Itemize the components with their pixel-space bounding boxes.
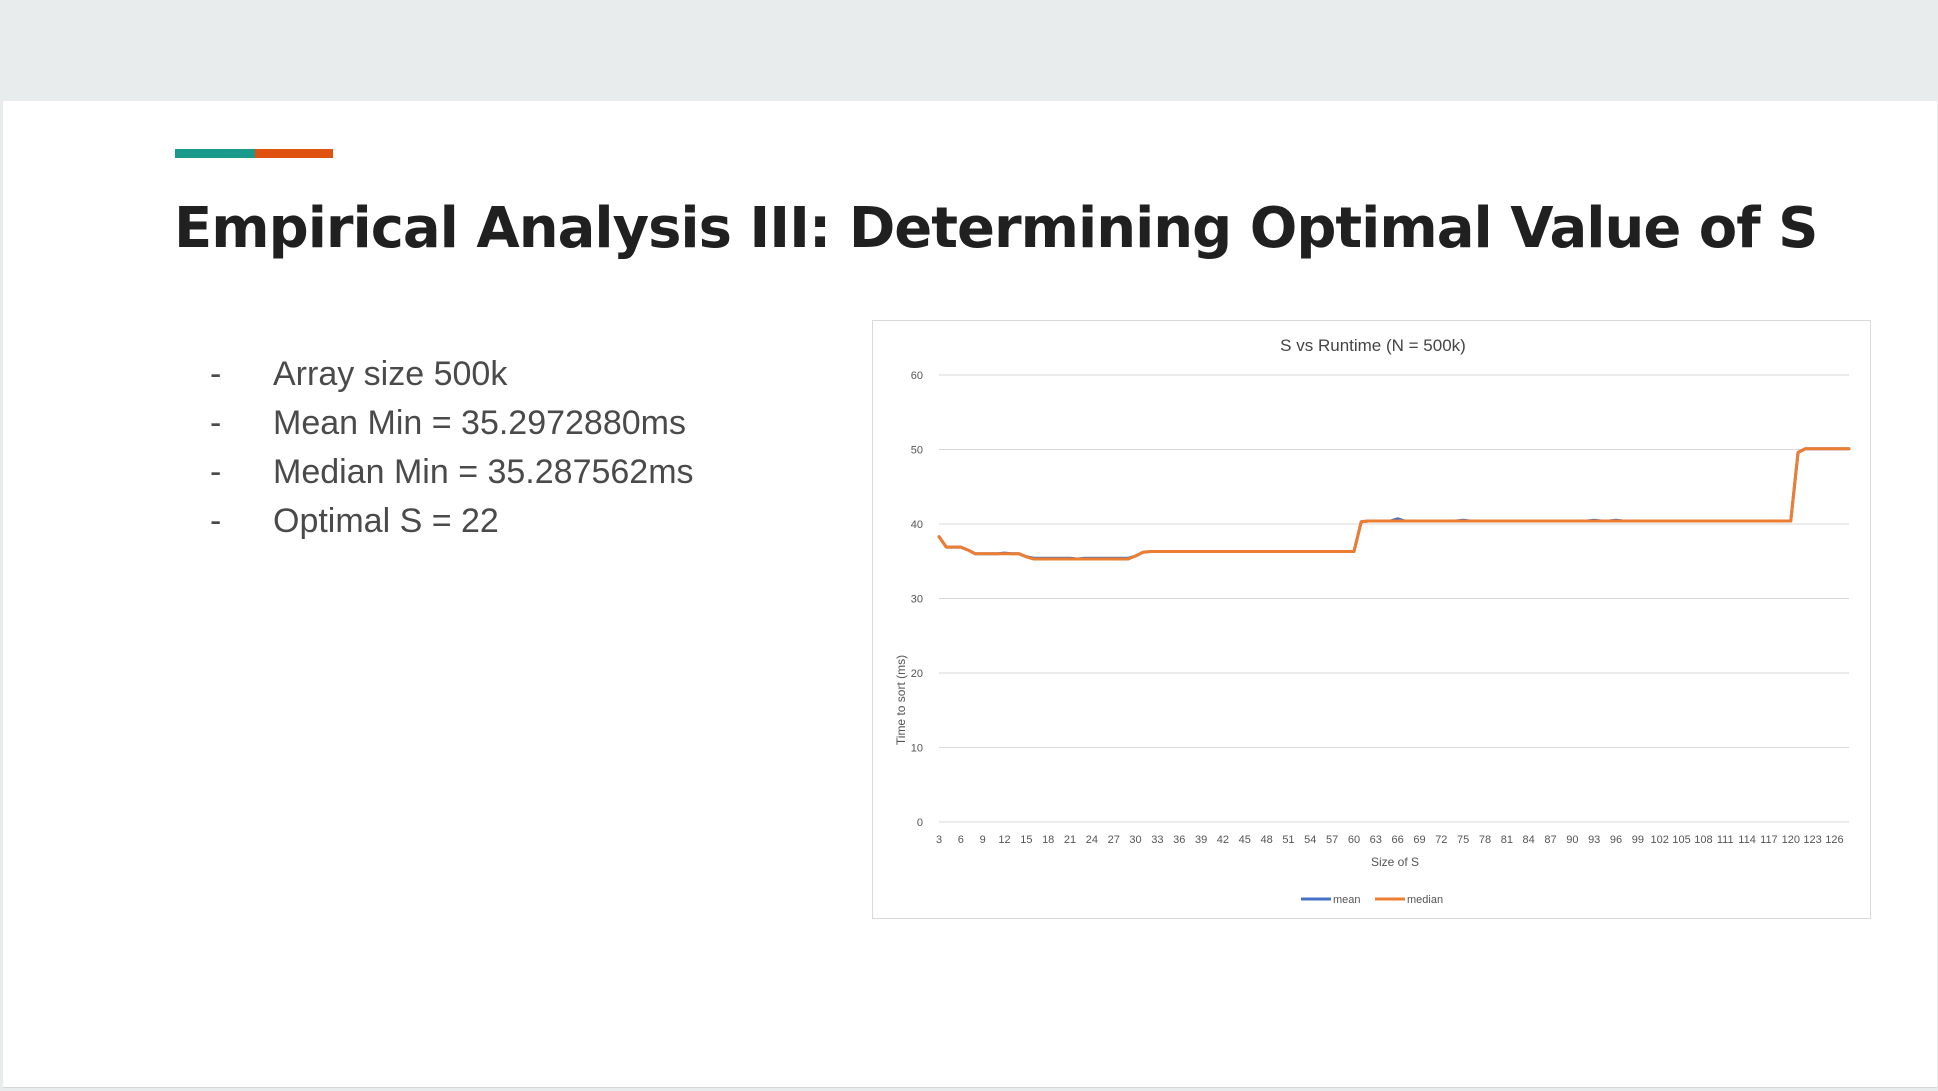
x-tick-label: 9 [980,834,986,846]
x-tick-label: 21 [1064,834,1076,846]
bullet-item: - Median Min = 35.287562ms [210,448,830,497]
x-tick-label: 114 [1738,834,1756,846]
y-axis-ticks: 0 10 20 30 40 50 60 [911,370,923,829]
x-tick-label: 12 [998,834,1010,846]
bullet-text: Median Min = 35.287562ms [273,453,694,491]
bullet-marker: - [210,502,222,540]
legend-label-mean: mean [1333,894,1361,906]
title-accent-bar [175,149,333,158]
x-tick-label: 66 [1392,834,1404,846]
x-tick-label: 105 [1672,834,1690,846]
x-tick-label: 90 [1566,834,1578,846]
legend-label-median: median [1407,894,1443,906]
x-tick-label: 72 [1435,834,1447,846]
chart-grid [939,374,1849,823]
bullet-item: - Array size 500k [210,350,830,399]
x-tick-label: 15 [1020,834,1032,846]
x-tick-label: 6 [958,834,964,846]
chart-title: S vs Runtime (N = 500k) [1280,336,1466,355]
x-tick-label: 42 [1217,834,1229,846]
chart-series [937,447,1851,561]
x-tick-label: 93 [1588,834,1600,846]
bullet-marker: - [210,453,222,491]
x-axis-label: Size of S [1371,855,1419,869]
series-line-median [937,447,1851,561]
x-tick-label: 81 [1501,834,1513,846]
x-tick-label: 54 [1304,834,1316,846]
x-tick-label: 75 [1457,834,1469,846]
x-tick-label: 69 [1413,834,1425,846]
x-tick-label: 18 [1042,834,1054,846]
slide-title: Empirical Analysis III: Determining Opti… [174,196,1818,261]
bullet-text: Array size 500k [273,355,508,393]
x-tick-label: 87 [1544,834,1556,846]
y-tick-label: 20 [911,668,923,680]
x-tick-label: 63 [1370,834,1382,846]
y-tick-label: 60 [911,370,923,382]
x-tick-label: 99 [1632,834,1644,846]
y-axis-label: Time to sort (ms) [894,655,908,745]
x-tick-label: 3 [936,834,942,846]
x-tick-label: 51 [1282,834,1294,846]
bullet-item: - Optimal S = 22 [210,497,830,546]
bullet-marker: - [210,404,222,442]
bullet-marker: - [210,355,222,393]
y-tick-label: 30 [911,594,923,606]
x-tick-label: 111 [1717,834,1734,846]
accent-bar-orange [255,149,333,158]
bullet-text: Mean Min = 35.2972880ms [273,404,686,442]
bullet-list: - Array size 500k - Mean Min = 35.2972880m… [210,350,830,546]
chart-legend: mean median [1301,894,1443,906]
x-tick-label: 108 [1694,834,1712,846]
x-tick-label: 36 [1173,834,1185,846]
y-tick-label: 0 [917,817,923,829]
y-tick-label: 40 [911,519,923,531]
x-axis-ticks: 3 6 9 12 15 18 21 24 27 30 33 36 39 42 45 48 51 54 57 60 63 6… [936,834,1844,846]
x-tick-label: 126 [1825,834,1843,846]
x-tick-label: 33 [1151,834,1163,846]
bullet-text: Optimal S = 22 [273,502,499,540]
y-tick-label: 10 [911,743,923,755]
x-tick-label: 48 [1260,834,1272,846]
x-tick-label: 84 [1523,834,1535,846]
x-tick-label: 45 [1239,834,1251,846]
x-tick-label: 27 [1108,834,1120,846]
x-tick-label: 78 [1479,834,1491,846]
x-tick-label: 39 [1195,834,1207,846]
x-tick-label: 30 [1129,834,1141,846]
x-tick-label: 123 [1803,834,1821,846]
x-tick-label: 60 [1348,834,1360,846]
x-tick-label: 57 [1326,834,1338,846]
y-tick-label: 50 [911,445,923,457]
x-tick-label: 24 [1086,834,1098,846]
series-line-mean [937,447,1851,561]
x-tick-label: 117 [1760,834,1778,846]
x-tick-label: 120 [1782,834,1800,846]
x-tick-label: 96 [1610,834,1622,846]
x-tick-label: 102 [1651,834,1669,846]
accent-bar-teal [175,149,255,158]
bullet-item: - Mean Min = 35.2972880ms [210,399,830,448]
